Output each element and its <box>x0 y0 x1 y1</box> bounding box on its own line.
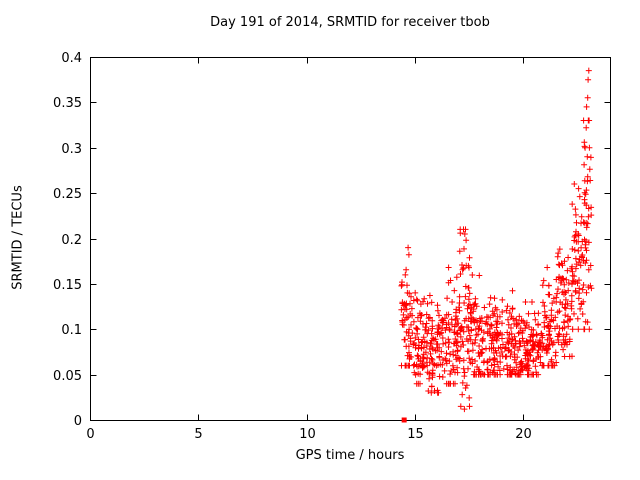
baseline-square-marker <box>401 417 407 423</box>
y-tick-label: 0 <box>74 414 82 429</box>
y-tick-label: 0.3 <box>61 142 82 157</box>
y-tick-label: 0.35 <box>53 96 82 111</box>
y-tick-label: 0.4 <box>61 51 82 66</box>
x-tick-label: 20 <box>515 427 532 442</box>
y-tick-label: 0.25 <box>53 187 82 202</box>
y-tick-label: 0.2 <box>61 233 82 248</box>
x-axis-label: GPS time / hours <box>295 448 405 463</box>
y-tick-label: 0.15 <box>53 278 82 293</box>
x-tick-label: 15 <box>407 427 424 442</box>
scatter-points <box>398 67 595 413</box>
x-tick-label: 0 <box>86 427 94 442</box>
x-tick-label: 5 <box>194 427 202 442</box>
x-tick-label: 10 <box>299 427 316 442</box>
axis-ticks <box>90 57 611 421</box>
chart-title: Day 191 of 2014, SRMTID for receiver tbo… <box>210 15 490 30</box>
y-tick-label: 0.05 <box>53 369 82 384</box>
y-tick-label: 0.1 <box>61 323 82 338</box>
